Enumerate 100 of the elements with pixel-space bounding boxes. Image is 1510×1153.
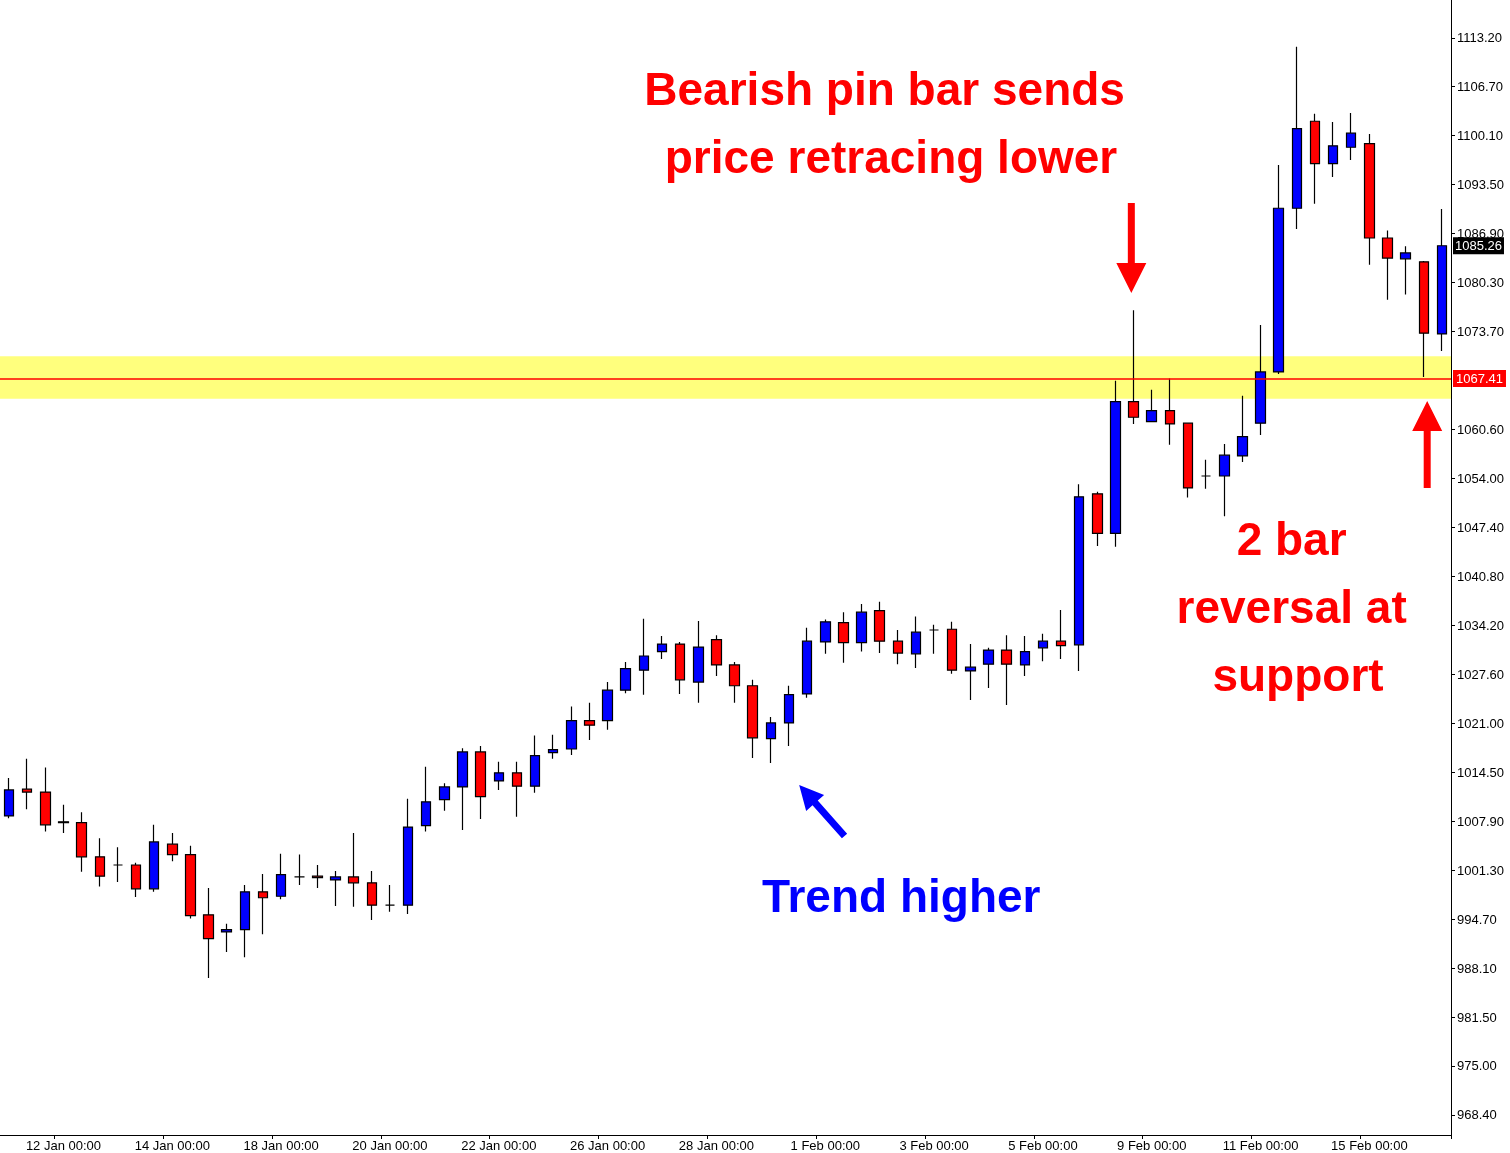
candlestick xyxy=(1272,164,1285,375)
candlestick xyxy=(1436,208,1448,352)
candlestick xyxy=(892,629,904,665)
y-tick-label: 1007.90 xyxy=(1457,813,1504,829)
x-tick-label: 26 Jan 00:00 xyxy=(570,1138,646,1153)
x-tick-label: 15 Feb 00:00 xyxy=(1331,1138,1408,1153)
candlestick xyxy=(529,734,541,794)
candlestick xyxy=(239,884,251,958)
candlestick xyxy=(94,837,106,888)
candlestick xyxy=(946,621,958,675)
candlestick xyxy=(601,681,614,731)
candlestick xyxy=(1145,389,1158,423)
candlestick xyxy=(783,685,795,747)
candlestick xyxy=(166,832,179,862)
candlestick xyxy=(1309,113,1321,205)
candlestick xyxy=(801,627,813,699)
candlestick xyxy=(1236,395,1249,463)
candlestick xyxy=(21,758,33,810)
candlestick xyxy=(311,864,324,889)
x-tick-label: 3 Feb 00:00 xyxy=(899,1138,969,1153)
candlestick xyxy=(39,766,52,833)
y-tick-label: 1034.20 xyxy=(1457,618,1504,634)
x-tick-label: 5 Feb 00:00 xyxy=(1008,1138,1078,1153)
x-tick-label: 22 Jan 00:00 xyxy=(461,1138,537,1153)
candlestick xyxy=(184,845,197,920)
candlestick xyxy=(366,870,378,921)
candlestick xyxy=(220,923,233,953)
y-tick-label: 1106.70 xyxy=(1457,78,1504,94)
candlestick xyxy=(964,643,977,701)
y-tick-label: 988.10 xyxy=(1457,960,1497,976)
y-tick-label: 975.00 xyxy=(1457,1058,1497,1074)
candlestick xyxy=(493,761,505,791)
y-tick-label: 1014.50 xyxy=(1457,764,1504,780)
y-tick-label: 1001.30 xyxy=(1457,862,1504,878)
y-tick-label: 1080.30 xyxy=(1457,275,1504,291)
candlestick xyxy=(1019,635,1031,677)
candlestick xyxy=(837,611,850,664)
y-tick-label: 1047.40 xyxy=(1457,519,1504,535)
candlestick xyxy=(257,873,269,935)
candlestick xyxy=(202,887,215,979)
candlestick xyxy=(619,661,632,694)
candlestick xyxy=(384,884,396,913)
candlestick xyxy=(982,647,995,689)
y-tick-label: 1027.60 xyxy=(1457,667,1504,683)
candlestick xyxy=(1291,46,1303,230)
y-tick-label: 968.40 xyxy=(1457,1107,1497,1123)
x-tick-label: 11 Feb 00:00 xyxy=(1222,1138,1299,1153)
candlestick xyxy=(1345,112,1357,161)
candlestick xyxy=(855,603,868,653)
y-tick-label: 981.50 xyxy=(1457,1009,1497,1025)
candlestick xyxy=(1327,121,1339,178)
candlestick xyxy=(656,635,668,660)
annotation: Bearish pin bar sends price retracing lower xyxy=(644,63,1138,183)
candlestick xyxy=(148,824,160,893)
y-tick-label: 1073.70 xyxy=(1457,324,1504,340)
x-tick-label: 20 Jan 00:00 xyxy=(352,1138,428,1153)
y-tick-label: 1100.10 xyxy=(1457,127,1504,143)
candlestick xyxy=(1109,380,1122,548)
candlestick xyxy=(1037,633,1049,662)
candlestick xyxy=(1254,324,1267,436)
candlestick xyxy=(1218,443,1231,517)
candlestick xyxy=(1182,422,1194,499)
candlestick xyxy=(329,870,342,907)
x-tick-label: 9 Feb 00:00 xyxy=(1117,1138,1187,1153)
y-tick-label: 1093.50 xyxy=(1457,176,1504,192)
y-tick-label: 1054.00 xyxy=(1457,470,1504,486)
x-tick-label: 28 Jan 00:00 xyxy=(678,1138,755,1153)
candlestick xyxy=(130,862,142,898)
candlestick xyxy=(402,798,414,915)
candlestick xyxy=(1381,229,1394,301)
candlestick xyxy=(746,679,759,759)
y-tick-label: 1040.80 xyxy=(1457,568,1504,584)
x-tick-label: 18 Jan 00:00 xyxy=(243,1138,319,1153)
candlestick xyxy=(1000,634,1013,706)
ref-line-label: 1067.41 xyxy=(1456,371,1503,387)
candlestick xyxy=(583,702,596,741)
candlestick xyxy=(1399,245,1412,296)
candlestick xyxy=(438,782,451,812)
candlestick xyxy=(692,620,705,704)
candlestick xyxy=(75,811,88,873)
candlestick xyxy=(456,747,469,831)
x-tick-label: 1 Feb 00:00 xyxy=(790,1138,860,1153)
candlestick xyxy=(674,641,686,695)
y-tick-label: 1113.20 xyxy=(1457,30,1503,46)
candlestick xyxy=(3,777,15,819)
x-tick-label: 12 Jan 00:00 xyxy=(25,1138,102,1153)
y-tick-label: 994.70 xyxy=(1457,911,1497,927)
candlestick xyxy=(57,804,70,834)
candlestick xyxy=(819,618,832,655)
candlestick xyxy=(511,761,523,818)
candlestick xyxy=(1363,133,1376,266)
candlestick xyxy=(565,705,578,756)
candlestick xyxy=(765,716,777,764)
candlestick xyxy=(1055,609,1067,660)
annotation: Trend higher xyxy=(761,870,1041,922)
candlestick xyxy=(275,853,287,900)
candlestick xyxy=(1091,491,1104,547)
candlestick xyxy=(910,615,922,669)
candlestick xyxy=(710,634,723,677)
annotation: 2 bar reversal at support xyxy=(1176,513,1420,701)
